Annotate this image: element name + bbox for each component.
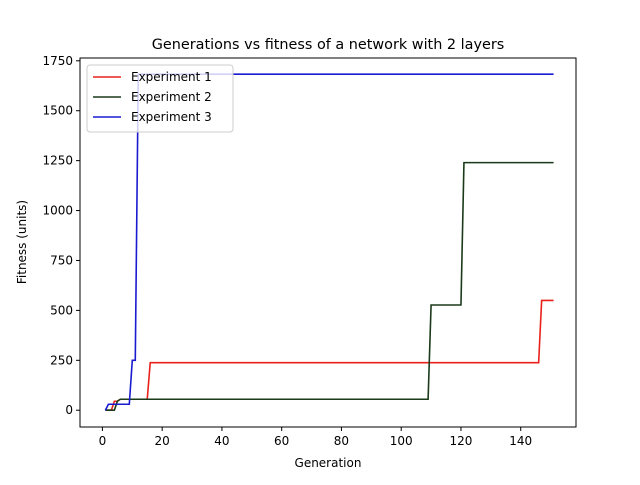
y-tick-label: 1250: [42, 154, 73, 168]
y-tick-label: 1500: [42, 104, 73, 118]
y-tick-label: 1750: [42, 54, 73, 68]
legend: Experiment 1 Experiment 2 Experiment 3: [87, 65, 233, 132]
x-axis-label: Generation: [295, 456, 362, 470]
x-tick-label: 40: [214, 434, 229, 448]
x-tick-label: 140: [509, 434, 532, 448]
x-tick-label: 0: [99, 434, 107, 448]
x-tick-label: 120: [450, 434, 473, 448]
x-tick-label: 80: [334, 434, 349, 448]
y-tick-label: 250: [50, 353, 73, 367]
y-tick-label: 0: [65, 403, 73, 417]
x-tick-label: 100: [390, 434, 413, 448]
x-tick-label: 60: [274, 434, 289, 448]
y-tick-label: 1000: [42, 204, 73, 218]
legend-label-2: Experiment 2: [131, 90, 212, 104]
y-axis-label: Fitness (units): [15, 200, 29, 284]
legend-label-3: Experiment 3: [131, 110, 212, 124]
chart-title: Generations vs fitness of a network with…: [152, 37, 504, 53]
y-tick-label: 750: [50, 253, 73, 267]
x-tick-label: 20: [155, 434, 170, 448]
y-tick-label: 500: [50, 303, 73, 317]
legend-label-1: Experiment 1: [131, 70, 212, 84]
